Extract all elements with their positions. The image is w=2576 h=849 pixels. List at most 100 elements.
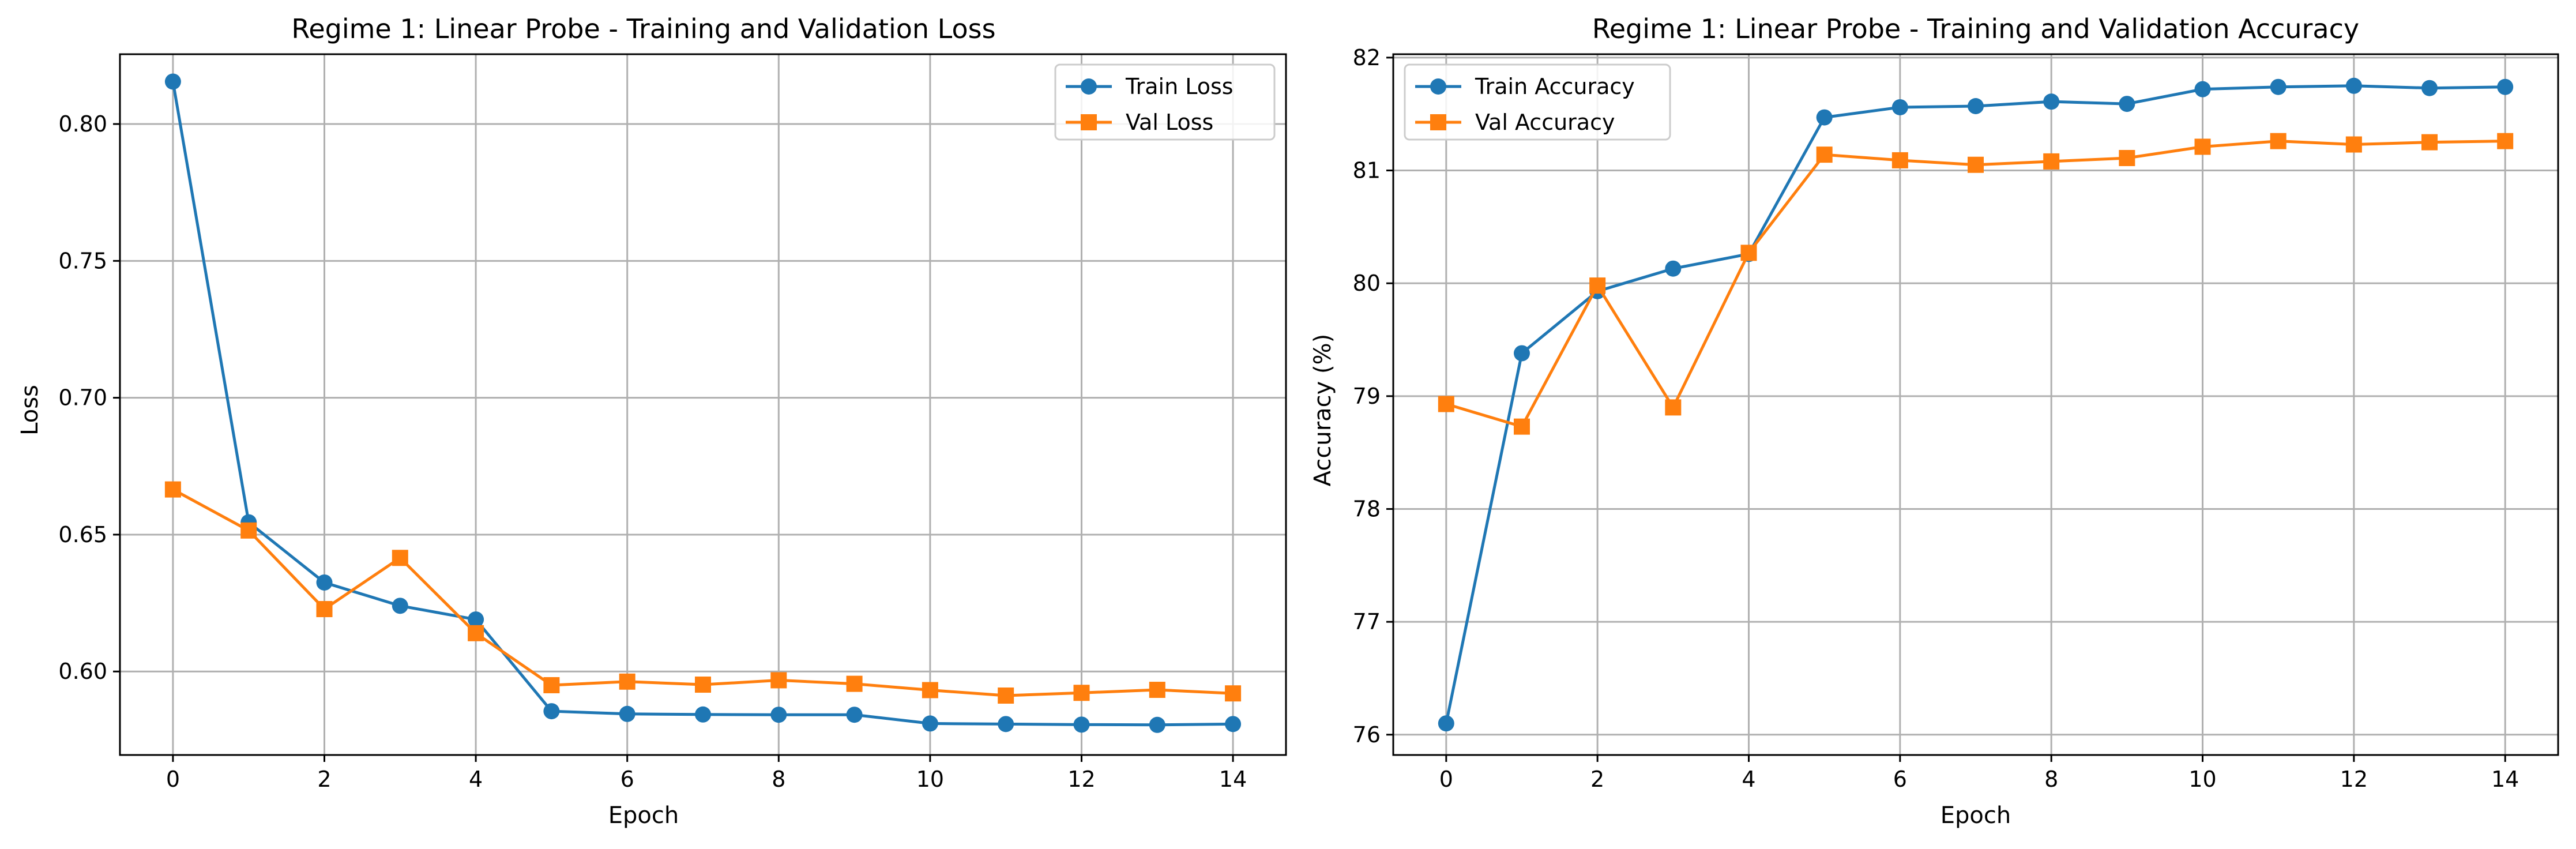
loss-x-tick-label: 8 — [772, 767, 785, 792]
accuracy-y-tick-label: 77 — [1353, 609, 1381, 634]
accuracy-train-point — [1513, 345, 1530, 362]
accuracy-train-point — [1891, 99, 1908, 115]
loss-val-point — [316, 601, 333, 618]
loss-val-point — [1149, 682, 1165, 698]
accuracy-chart: Regime 1: Linear Probe - Training and Va… — [1310, 13, 2559, 829]
accuracy-val-point — [1513, 418, 1530, 435]
accuracy-val-point — [2497, 133, 2514, 149]
loss-legend: Train Loss Val Loss — [1054, 63, 1276, 141]
accuracy-val-point — [2270, 133, 2287, 149]
loss-val-point — [619, 673, 635, 690]
loss-chart-title: Regime 1: Linear Probe - Training and Va… — [291, 13, 995, 44]
accuracy-legend-train-marker — [1430, 78, 1446, 95]
accuracy-train-point — [2119, 96, 2135, 112]
accuracy-val-point — [1740, 245, 1757, 261]
accuracy-train-point — [2043, 93, 2060, 110]
accuracy-y-tick-label: 81 — [1353, 158, 1381, 183]
loss-train-point — [922, 715, 938, 732]
accuracy-val-point — [2345, 136, 2362, 153]
loss-y-axis-label: Loss — [17, 385, 43, 435]
loss-plot-frame — [119, 53, 1287, 756]
loss-chart: Regime 1: Linear Probe - Training and Va… — [17, 13, 1287, 829]
accuracy-val-point — [2194, 138, 2211, 155]
accuracy-series-val — [1438, 133, 2514, 435]
loss-train-point — [695, 706, 711, 723]
accuracy-train-point — [2270, 78, 2287, 95]
accuracy-val-point — [2421, 134, 2438, 151]
loss-train-point — [164, 73, 181, 90]
accuracy-x-tick-label: 2 — [1590, 767, 1604, 792]
accuracy-train-point — [2421, 80, 2438, 96]
loss-val-point — [695, 677, 711, 693]
accuracy-x-tick-label: 8 — [2044, 767, 2058, 792]
accuracy-x-axis-label: Epoch — [1941, 802, 2011, 829]
loss-y-tick-label: 0.60 — [58, 659, 107, 684]
accuracy-y-tick-label: 79 — [1353, 384, 1381, 409]
accuracy-y-tick-label: 76 — [1353, 722, 1381, 747]
loss-legend-val-marker — [1081, 114, 1097, 130]
accuracy-x-tick-label: 6 — [1893, 767, 1907, 792]
accuracy-legend-train-label: Train Accuracy — [1475, 74, 1635, 99]
accuracy-train-point — [1438, 715, 1454, 732]
loss-val-point — [922, 682, 938, 698]
accuracy-chart-title: Regime 1: Linear Probe - Training and Va… — [1592, 13, 2359, 44]
accuracy-val-point — [1816, 146, 1833, 163]
accuracy-x-tick-label: 4 — [1742, 767, 1755, 792]
loss-x-tick-label: 4 — [469, 767, 483, 792]
loss-y-tick-label: 0.75 — [58, 248, 107, 273]
accuracy-legend-box — [1404, 63, 1671, 141]
loss-val-point — [998, 688, 1014, 704]
accuracy-train-point — [2345, 77, 2362, 94]
loss-val-point — [1225, 685, 1242, 702]
loss-train-point — [392, 598, 408, 614]
loss-val-point — [392, 550, 408, 566]
loss-x-tick-label: 14 — [1219, 767, 1247, 792]
loss-train-point — [846, 707, 863, 723]
accuracy-val-point — [2119, 150, 2135, 166]
loss-train-point — [619, 705, 635, 722]
loss-y-tick-label: 0.80 — [58, 111, 107, 137]
accuracy-val-point — [1891, 152, 1908, 168]
accuracy-val-point — [2043, 153, 2060, 170]
accuracy-x-tick-label: 14 — [2491, 767, 2519, 792]
accuracy-legend-val-label: Val Accuracy — [1475, 110, 1615, 135]
loss-y-tick-label: 0.65 — [58, 522, 107, 547]
accuracy-val-point — [1665, 399, 1682, 416]
loss-train-point — [316, 574, 333, 591]
loss-y-tick-label: 0.70 — [58, 385, 107, 411]
loss-val-point — [1073, 685, 1090, 701]
accuracy-plot-frame — [1392, 53, 2559, 756]
loss-train-point — [1073, 716, 1090, 733]
accuracy-y-tick-label: 82 — [1353, 45, 1381, 70]
accuracy-train-point — [1665, 260, 1682, 277]
loss-legend-val-label: Val Loss — [1126, 110, 1213, 135]
loss-val-point — [770, 672, 787, 689]
loss-legend-train-marker — [1081, 78, 1097, 95]
loss-legend-train-label: Train Loss — [1125, 74, 1234, 99]
accuracy-val-point — [1968, 156, 1984, 173]
accuracy-x-tick-label: 12 — [2340, 767, 2368, 792]
loss-x-tick-label: 2 — [317, 767, 331, 792]
accuracy-x-tick-label: 0 — [1439, 767, 1453, 792]
accuracy-legend: Train Accuracy Val Accuracy — [1404, 63, 1671, 141]
loss-train-point — [770, 707, 787, 723]
loss-train-point — [998, 716, 1014, 732]
accuracy-val-point — [1438, 396, 1454, 412]
accuracy-val-point — [1589, 277, 1606, 294]
loss-val-point — [240, 522, 257, 539]
accuracy-x-tick-label: 10 — [2188, 767, 2216, 792]
accuracy-y-axis-label: Accuracy (%) — [1310, 334, 1336, 487]
loss-val-point — [846, 675, 863, 692]
loss-train-point — [1225, 716, 1242, 732]
accuracy-train-point — [1816, 109, 1833, 126]
accuracy-train-point — [2497, 78, 2514, 95]
loss-x-tick-label: 6 — [621, 767, 634, 792]
loss-val-point — [468, 625, 484, 641]
loss-x-tick-label: 10 — [916, 767, 944, 792]
loss-x-tick-label: 12 — [1067, 767, 1095, 792]
accuracy-legend-val-marker — [1430, 114, 1446, 130]
accuracy-y-tick-label: 78 — [1353, 496, 1381, 521]
loss-val-point — [164, 481, 181, 498]
